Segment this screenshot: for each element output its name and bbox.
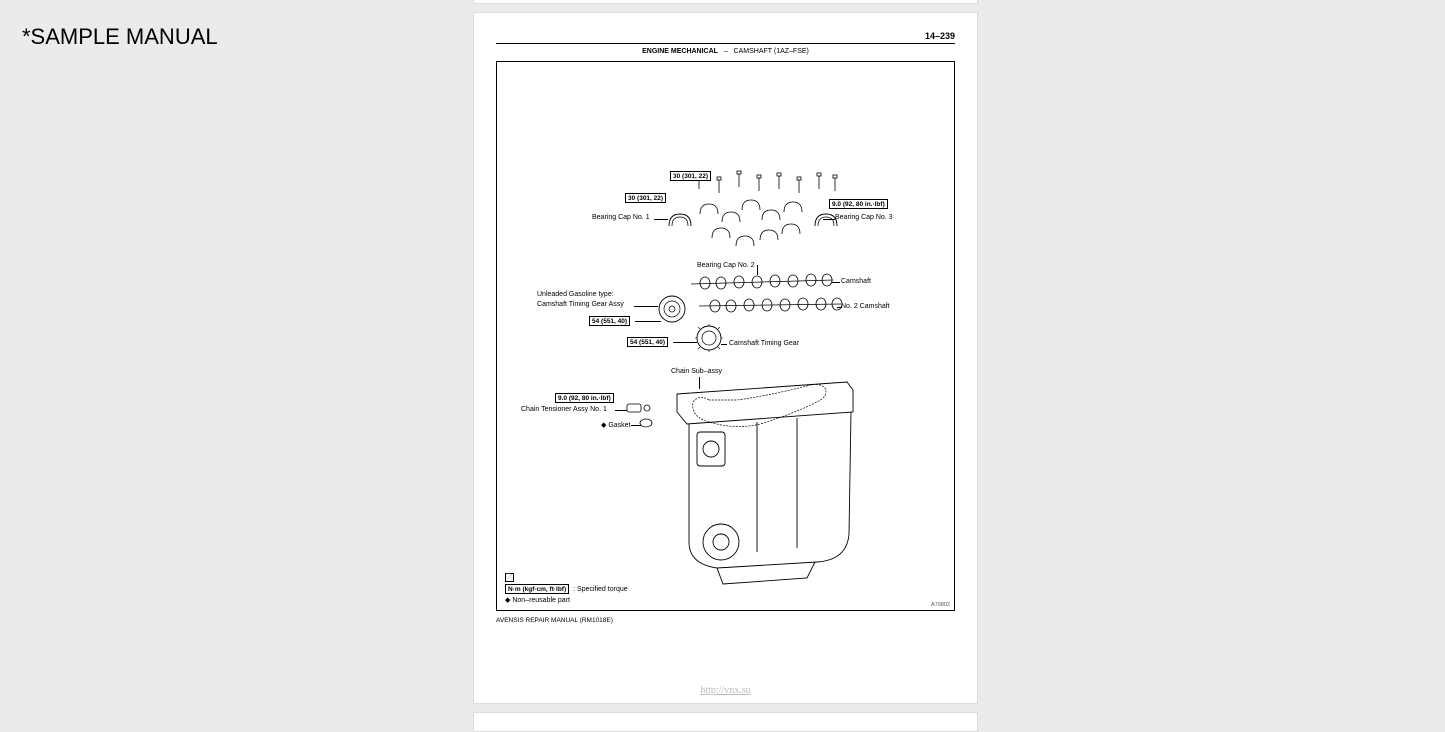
sample-manual-overlay: *SAMPLE MANUAL — [22, 24, 218, 50]
bearing-cap-1-icon — [667, 210, 693, 230]
label-camshaft: Camshaft — [841, 278, 871, 285]
manual-page: 14–239 ENGINE MECHANICAL – CAMSHAFT (1AZ… — [473, 12, 978, 704]
gasket-icon — [639, 418, 653, 428]
label-bearing-cap-2: Bearing Cap No. 2 — [697, 262, 755, 269]
camshaft-2-icon — [695, 294, 845, 318]
label-gasoline-1: Unleaded Gasoline type: — [537, 291, 614, 298]
section-bold: ENGINE MECHANICAL — [642, 48, 718, 55]
label-tensioner: Chain Tensioner Assy No. 1 — [521, 406, 607, 413]
leader-line — [634, 306, 658, 307]
watermark-top: http://vnx.su — [474, 0, 977, 4]
page-number: 14–239 — [496, 31, 955, 41]
timing-gear-assy-icon — [657, 294, 687, 324]
section-rest: CAMSHAFT (1AZ–FSE) — [734, 48, 809, 55]
section-title: ENGINE MECHANICAL – CAMSHAFT (1AZ–FSE) — [496, 44, 955, 57]
page-ref-icon: 📄 — [505, 573, 514, 582]
torque-spec-box: 9.0 (92, 80 in.·lbf) — [555, 393, 614, 403]
torque-spec-box: 9.0 (92, 80 in.·lbf) — [829, 199, 888, 209]
label-bearing-cap-3: Bearing Cap No. 3 — [835, 214, 893, 221]
leader-line — [721, 344, 727, 345]
leader-line — [837, 307, 841, 308]
next-page-edge — [473, 712, 978, 732]
tensioner-icon — [625, 400, 651, 416]
camshaft-icon — [687, 272, 837, 296]
torque-spec-box: 54 (551, 40) — [589, 316, 630, 326]
bearing-cap-2-icon — [692, 192, 812, 262]
torque-spec-box: 30 (301, 22) — [670, 171, 711, 181]
leader-line — [832, 282, 840, 283]
timing-gear-icon — [695, 324, 723, 352]
legend-nonreuse: ◆ Non–reusable part — [505, 596, 570, 604]
figure-id: A79802 — [931, 602, 950, 608]
legend-torque-text: : Specified torque — [573, 586, 627, 593]
label-camshaft-2: No. 2 Camshaft — [841, 303, 890, 310]
document-viewport: http://vnx.su 14–239 ENGINE MECHANICAL –… — [473, 0, 978, 732]
diagram-legend: 📄 N·m (kgf·cm, ft·lbf) : Specified torqu… — [505, 571, 628, 604]
label-gasket: ◆ Gasket — [601, 421, 631, 429]
page-footer: AVENSIS REPAIR MANUAL (RM1018E) — [496, 617, 955, 624]
leader-line — [631, 425, 641, 426]
leader-line — [699, 377, 700, 389]
leader-line — [823, 219, 835, 220]
watermark-bottom: http://vnx.su — [474, 683, 977, 701]
label-bearing-cap-1: Bearing Cap No. 1 — [592, 214, 650, 221]
leader-line — [673, 342, 697, 343]
label-timing-gear: Camshaft Timing Gear — [729, 340, 799, 347]
label-chain-sub: Chain Sub–assy — [671, 368, 722, 375]
torque-spec-box: 30 (301, 22) — [625, 193, 666, 203]
torque-spec-box: 54 (551, 40) — [627, 337, 668, 347]
leader-line — [654, 219, 668, 220]
leader-line — [635, 321, 661, 322]
prev-page-edge: http://vnx.su — [473, 0, 978, 4]
legend-torque-box: N·m (kgf·cm, ft·lbf) — [505, 584, 569, 594]
leader-line — [615, 410, 627, 411]
engine-block-icon — [647, 372, 877, 592]
label-gasoline-2: Camshaft Timing Gear Assy — [537, 301, 624, 308]
section-sep: – — [724, 48, 728, 55]
exploded-diagram: 30 (301, 22) 30 (301, 22) 9.0 (92, 80 in… — [496, 61, 955, 611]
